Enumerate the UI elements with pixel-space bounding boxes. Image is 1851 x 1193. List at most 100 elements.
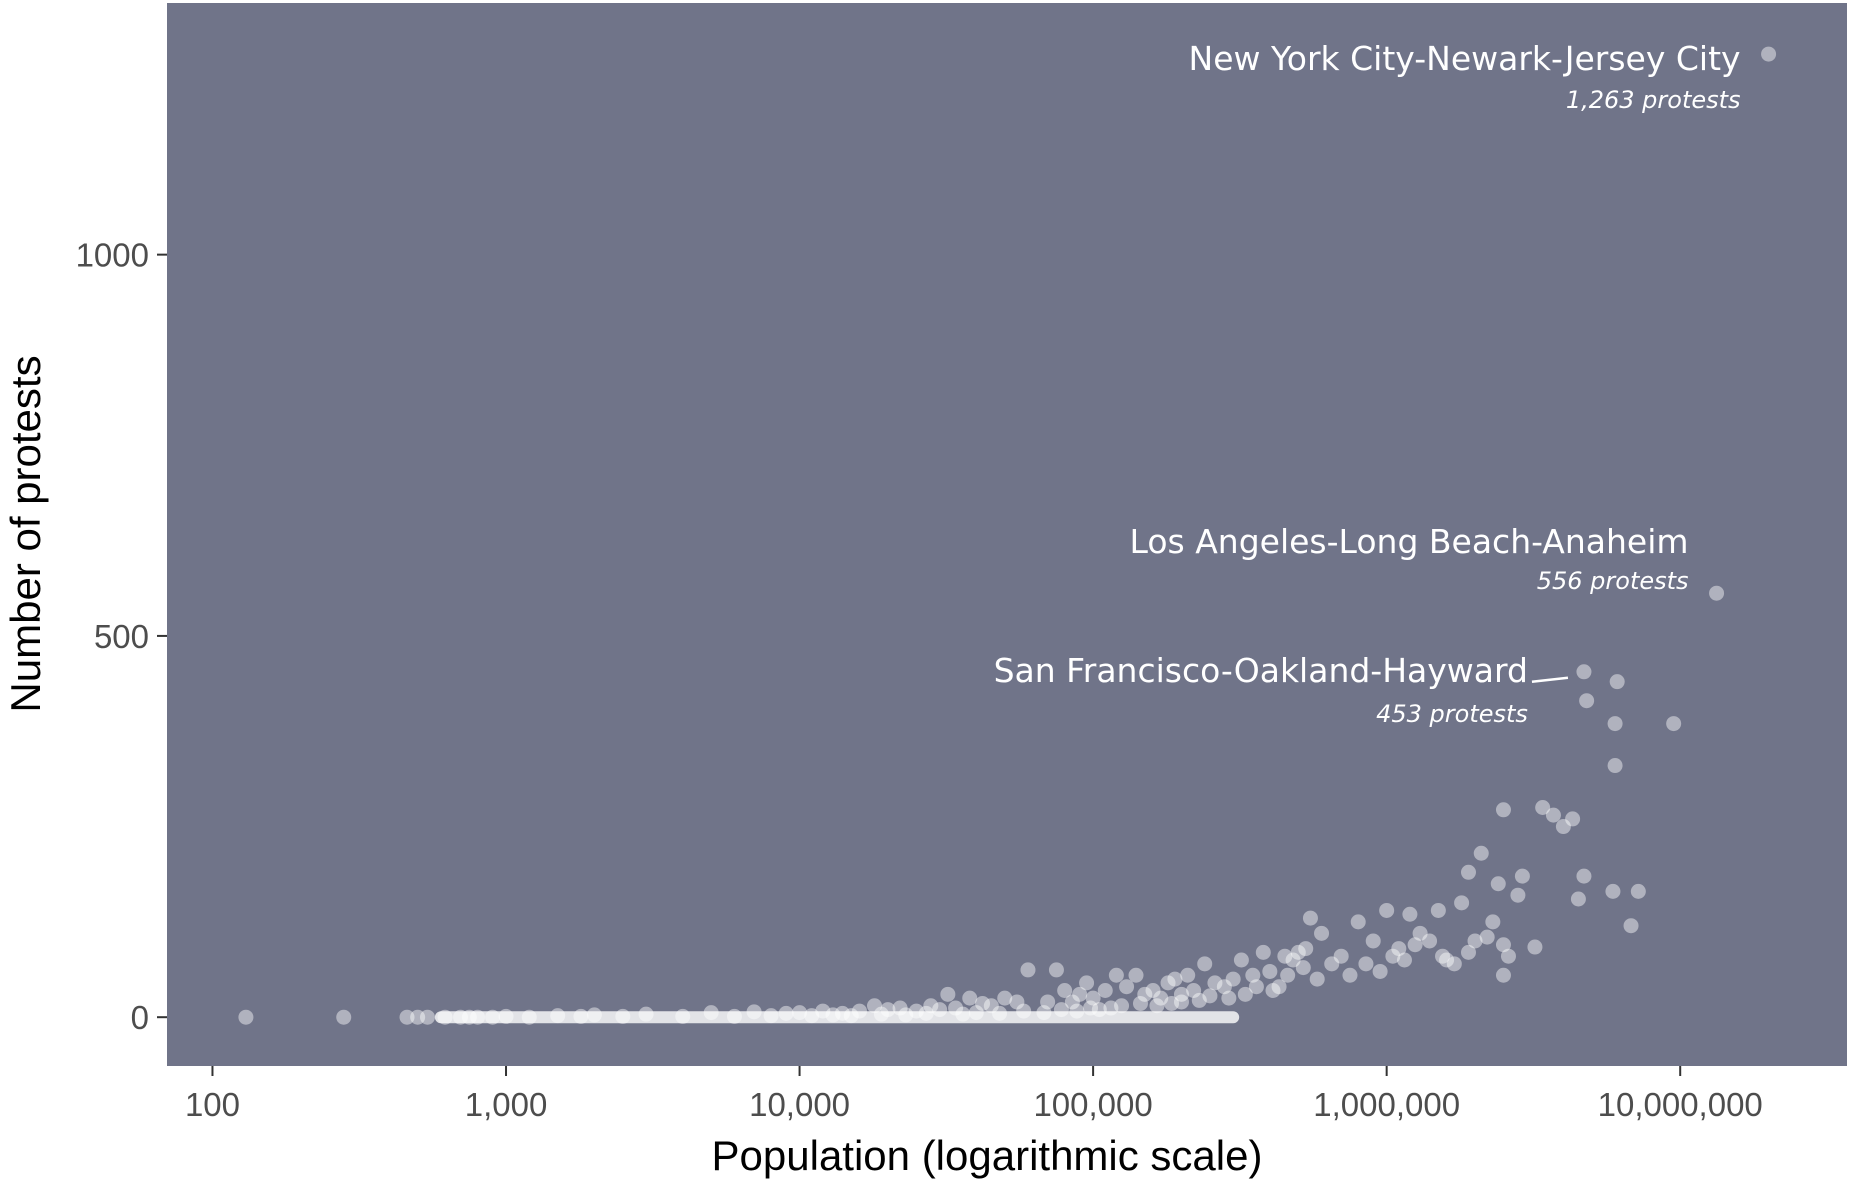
scatter-point bbox=[1167, 971, 1183, 987]
scatter-point bbox=[1666, 716, 1682, 732]
y-tick-label: 1000 bbox=[76, 237, 149, 274]
scatter-point bbox=[1173, 994, 1189, 1010]
scatter-point bbox=[825, 1007, 841, 1023]
scatter-point bbox=[1435, 948, 1451, 964]
scatter-point bbox=[1072, 986, 1088, 1002]
scatter-point bbox=[703, 1005, 719, 1021]
scatter-point bbox=[1761, 46, 1777, 62]
scatter-point bbox=[1091, 1002, 1107, 1018]
scatter-point bbox=[1467, 933, 1483, 949]
scatter-point bbox=[1565, 811, 1581, 827]
x-axis: 100 1,000 10,000 100,000 1,000,000 10,000,000 bbox=[185, 1066, 1763, 1123]
scatter-point bbox=[1630, 883, 1646, 899]
scatter-point bbox=[1709, 585, 1725, 601]
scatter-point bbox=[1514, 868, 1530, 884]
scatter-point bbox=[1314, 925, 1330, 941]
scatter-point bbox=[1097, 983, 1113, 999]
points-layer bbox=[238, 46, 1777, 1025]
scatter-point bbox=[419, 1009, 435, 1025]
scatter-point bbox=[1579, 693, 1595, 709]
scatter-point bbox=[1570, 891, 1586, 907]
scatter-point bbox=[1285, 952, 1301, 968]
scatter-point bbox=[983, 998, 999, 1014]
scatter-point bbox=[1605, 883, 1621, 899]
scatter-point bbox=[1555, 819, 1571, 835]
scatter-point bbox=[437, 1009, 453, 1025]
scatter-point bbox=[1422, 933, 1438, 949]
scatter-point bbox=[1402, 906, 1418, 922]
scatter-point bbox=[1114, 998, 1130, 1014]
scatter-point bbox=[1490, 876, 1506, 892]
scatter-point bbox=[1446, 956, 1462, 972]
scatter-point bbox=[1298, 941, 1314, 957]
scatter-point bbox=[1103, 1000, 1119, 1016]
scatter-point bbox=[1016, 1003, 1032, 1019]
scatter-point bbox=[1108, 967, 1124, 983]
scatter-point bbox=[1036, 1005, 1052, 1021]
scatter-point bbox=[1391, 941, 1407, 957]
scatter-point bbox=[1460, 864, 1476, 880]
scatter-point bbox=[948, 1000, 964, 1016]
scatter-point bbox=[918, 1005, 934, 1021]
scatter-point bbox=[1324, 956, 1340, 972]
scatter-point bbox=[1265, 983, 1281, 999]
scatter-point bbox=[1607, 716, 1623, 732]
scatter-point bbox=[1350, 914, 1366, 930]
scatter-point bbox=[866, 998, 882, 1014]
scatter-point bbox=[851, 1003, 867, 1019]
scatter-point bbox=[1153, 990, 1169, 1006]
scatter-point bbox=[1191, 992, 1207, 1008]
scatter-point bbox=[1623, 918, 1639, 934]
scatter-point bbox=[1057, 983, 1073, 999]
scatter-point bbox=[975, 995, 991, 1011]
scatter-point bbox=[940, 986, 956, 1002]
scatter-point bbox=[1607, 758, 1623, 774]
x-tick-label: 10,000,000 bbox=[1598, 1086, 1763, 1123]
scatter-point bbox=[1128, 967, 1144, 983]
scatter-point bbox=[573, 1008, 589, 1024]
scatter-point bbox=[1069, 1003, 1085, 1019]
scatter-point bbox=[1048, 962, 1064, 978]
scatter-point bbox=[1412, 925, 1428, 941]
scatter-point bbox=[908, 1003, 924, 1019]
scatter-point bbox=[1333, 948, 1349, 964]
scatter-point bbox=[792, 1005, 808, 1021]
scatter-point bbox=[1365, 933, 1381, 949]
plot-panel bbox=[167, 3, 1847, 1066]
scatter-point bbox=[1180, 967, 1196, 983]
scatter-point bbox=[778, 1005, 794, 1021]
scatter-point bbox=[932, 1002, 948, 1018]
scatter-point bbox=[1216, 979, 1232, 995]
y-axis: 0 500 1000 bbox=[76, 237, 167, 1036]
x-tick-label: 100 bbox=[185, 1086, 240, 1123]
dense-band-mark bbox=[434, 1011, 1240, 1024]
scatter-point bbox=[1358, 956, 1374, 972]
scatter-point bbox=[461, 1009, 477, 1025]
scatter-point bbox=[1385, 948, 1401, 964]
scatter-point bbox=[834, 1005, 850, 1021]
scatter-point bbox=[521, 1009, 537, 1025]
scatter-point bbox=[1527, 939, 1543, 955]
scatter-point bbox=[1221, 990, 1237, 1006]
annotation-count: 556 protests bbox=[1537, 567, 1689, 595]
scatter-point bbox=[1510, 887, 1526, 903]
scatter-point bbox=[1237, 986, 1253, 1002]
scatter-point bbox=[804, 1008, 820, 1024]
scatter-point bbox=[1430, 902, 1446, 918]
scatter-point bbox=[1460, 944, 1476, 960]
scatter-point bbox=[997, 990, 1013, 1006]
scatter-point bbox=[1020, 962, 1036, 978]
scatter-point bbox=[1132, 995, 1148, 1011]
scatter-point bbox=[1085, 990, 1101, 1006]
scatter-point bbox=[880, 1002, 896, 1018]
scatter-point bbox=[399, 1009, 415, 1025]
scatter-point bbox=[586, 1007, 602, 1023]
scatter-point bbox=[453, 1009, 469, 1025]
scatter-point bbox=[1149, 998, 1165, 1014]
scatter-point bbox=[1479, 929, 1495, 945]
scatter-point bbox=[1396, 952, 1412, 968]
scatter-point bbox=[1407, 937, 1423, 953]
scatter-point bbox=[470, 1009, 486, 1025]
scatter-point bbox=[1040, 994, 1056, 1010]
